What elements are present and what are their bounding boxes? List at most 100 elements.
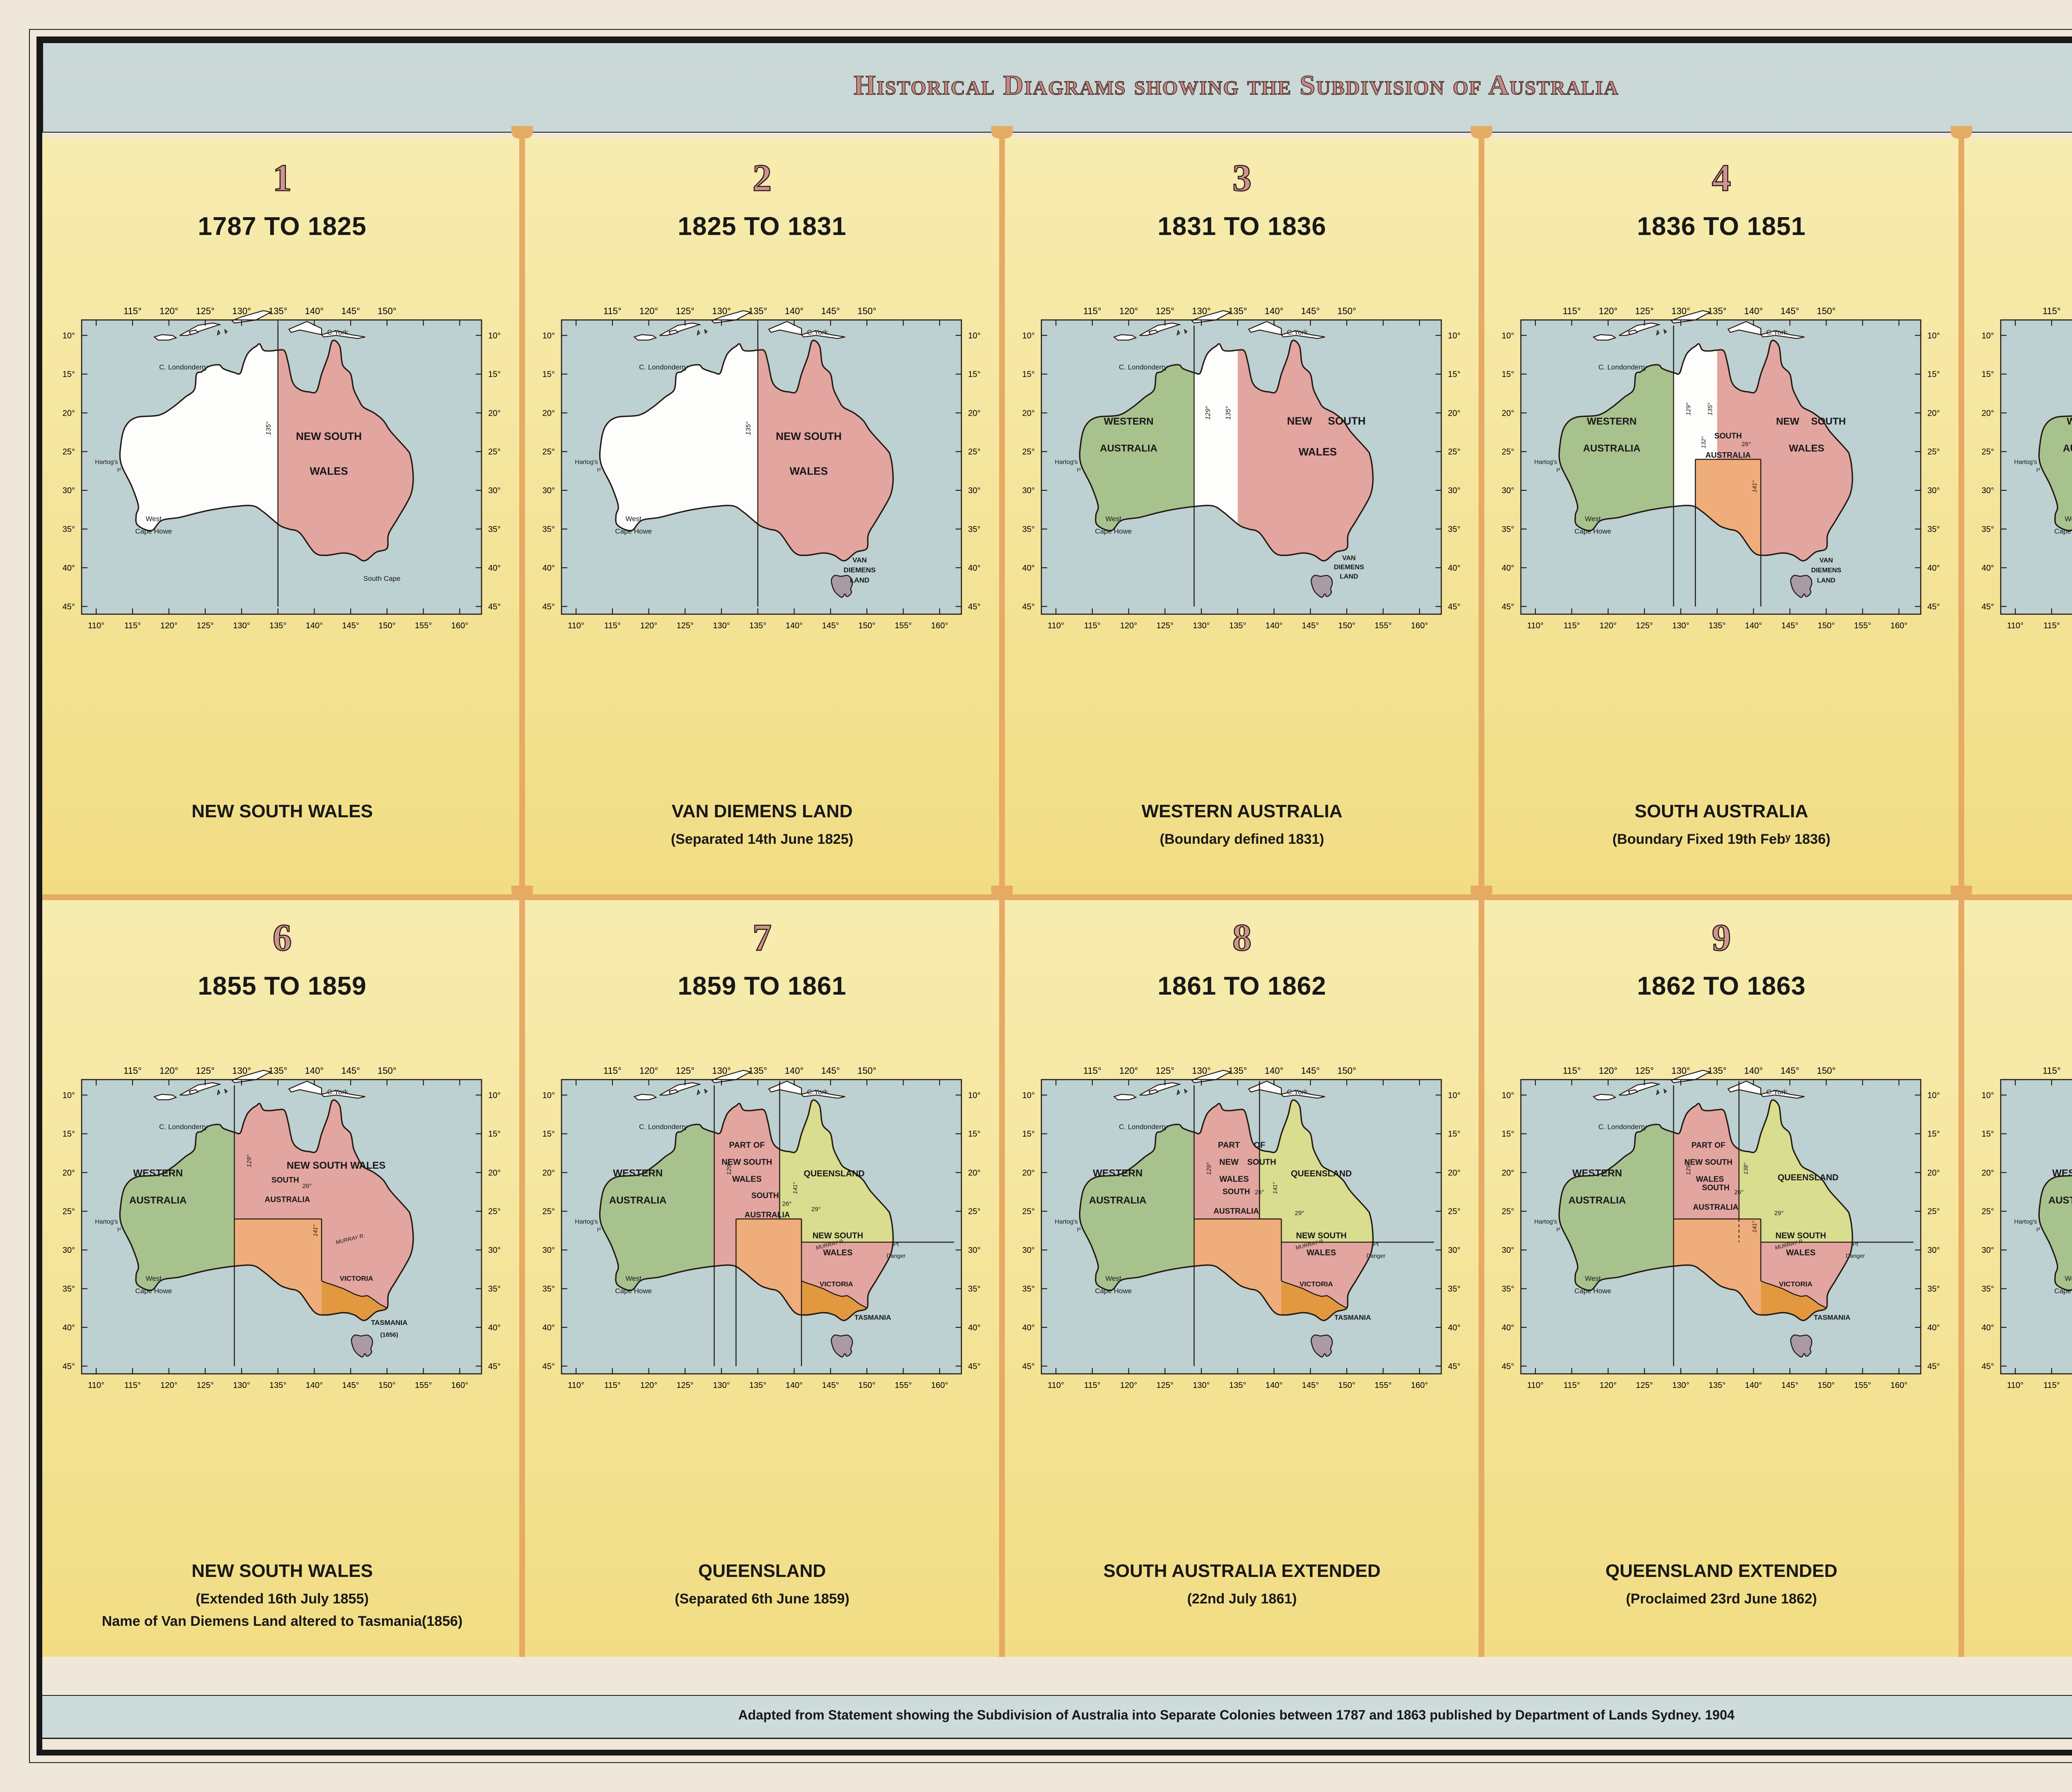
svg-text:145°: 145°	[1302, 1381, 1319, 1390]
svg-text:40°: 40°	[488, 564, 501, 573]
svg-text:SOUTH: SOUTH	[1702, 1184, 1730, 1192]
svg-text:35°: 35°	[488, 1285, 501, 1294]
svg-text:PART: PART	[1218, 1141, 1240, 1150]
svg-text:LAND: LAND	[1340, 573, 1358, 580]
svg-text:150°: 150°	[1817, 306, 1836, 316]
svg-text:C. Londonderry: C. Londonderry	[159, 363, 208, 371]
svg-text:155°: 155°	[415, 1381, 432, 1390]
svg-text:SOUTH: SOUTH	[1328, 414, 1365, 427]
svg-text:Hartog's: Hartog's	[2014, 459, 2037, 466]
svg-text:40°: 40°	[1022, 1323, 1034, 1332]
svg-text:130°: 130°	[713, 1381, 730, 1390]
svg-text:140°: 140°	[1744, 1066, 1763, 1076]
svg-text:30°: 30°	[1927, 486, 1940, 495]
svg-text:WALES: WALES	[789, 465, 828, 477]
svg-text:132°: 132°	[1700, 436, 1707, 448]
svg-text:West: West	[2065, 515, 2072, 523]
svg-text:26°: 26°	[1255, 1189, 1264, 1196]
svg-text:40°: 40°	[1448, 1323, 1460, 1332]
svg-text:SOUTH: SOUTH	[271, 1176, 299, 1185]
svg-text:2: 2	[753, 157, 772, 199]
svg-text:1787 TO 1825: 1787 TO 1825	[198, 212, 366, 241]
svg-text:145°: 145°	[341, 306, 360, 316]
svg-text:150°: 150°	[378, 1381, 395, 1390]
svg-text:15°: 15°	[1022, 370, 1034, 379]
svg-text:QUEENSLAND: QUEENSLAND	[1778, 1173, 1839, 1182]
svg-text:115°: 115°	[1563, 306, 1581, 316]
svg-text:AUSTRALIA: AUSTRALIA	[609, 1195, 667, 1206]
svg-text:145°: 145°	[1302, 621, 1319, 630]
svg-text:WALES: WALES	[1298, 446, 1336, 458]
svg-text:155°: 155°	[1854, 1381, 1871, 1390]
svg-text:10°: 10°	[63, 1091, 75, 1100]
svg-text:40°: 40°	[1448, 564, 1460, 573]
svg-text:135°: 135°	[748, 1066, 767, 1076]
svg-text:40°: 40°	[1982, 564, 1994, 573]
svg-text:140°: 140°	[305, 1066, 324, 1076]
svg-text:Hartog's: Hartog's	[2014, 1218, 2037, 1225]
svg-text:Cape Howe: Cape Howe	[1575, 1287, 1612, 1295]
svg-text:10°: 10°	[488, 331, 501, 340]
svg-text:TASMANIA: TASMANIA	[1334, 1313, 1370, 1321]
svg-text:125°: 125°	[1635, 1066, 1654, 1076]
svg-text:15°: 15°	[1502, 370, 1514, 379]
svg-text:45°: 45°	[1982, 602, 1994, 611]
svg-text:155°: 155°	[1375, 621, 1392, 630]
svg-text:SOUTH: SOUTH	[1714, 432, 1742, 441]
svg-text:145°: 145°	[821, 306, 840, 316]
svg-text:145°: 145°	[341, 1066, 360, 1076]
svg-text:115°: 115°	[2043, 306, 2061, 316]
svg-text:Cape Howe: Cape Howe	[135, 1287, 172, 1295]
svg-text:NEW: NEW	[1776, 416, 1799, 427]
svg-text:135°: 135°	[749, 621, 766, 630]
svg-text:15°: 15°	[1448, 370, 1460, 379]
svg-text:110°: 110°	[1048, 621, 1064, 630]
svg-text:TASMANIA: TASMANIA	[371, 1319, 407, 1327]
svg-text:20°: 20°	[1927, 1168, 1940, 1177]
svg-text:NEW SOUTH: NEW SOUTH	[296, 430, 362, 443]
svg-text:120°: 120°	[639, 306, 658, 316]
svg-text:Cape Howe: Cape Howe	[1095, 1287, 1132, 1295]
svg-text:WALES: WALES	[1307, 1248, 1336, 1257]
svg-text:26°: 26°	[782, 1201, 792, 1208]
svg-text:160°: 160°	[451, 621, 468, 630]
svg-text:10°: 10°	[1982, 1091, 1994, 1100]
svg-text:135°: 135°	[269, 621, 286, 630]
svg-text:40°: 40°	[1502, 1323, 1514, 1332]
svg-text:15°: 15°	[63, 370, 75, 379]
svg-text:15°: 15°	[1022, 1130, 1034, 1139]
svg-text:C.York: C.York	[1767, 329, 1788, 337]
svg-text:45°: 45°	[542, 1362, 555, 1371]
svg-text:110°: 110°	[568, 621, 584, 630]
svg-text:135°: 135°	[1228, 306, 1247, 316]
svg-text:120°: 120°	[640, 621, 657, 630]
svg-text:120°: 120°	[1600, 621, 1617, 630]
svg-text:130°: 130°	[232, 1066, 251, 1076]
svg-text:15°: 15°	[63, 1130, 75, 1139]
svg-text:120°: 120°	[1119, 1066, 1138, 1076]
svg-text:135°: 135°	[269, 306, 288, 316]
svg-text:135°: 135°	[1708, 306, 1727, 316]
svg-text:C.York: C.York	[327, 1088, 348, 1096]
svg-text:10°: 10°	[542, 1091, 555, 1100]
svg-text:Cape Howe: Cape Howe	[2054, 528, 2072, 535]
svg-text:129°: 129°	[1205, 1162, 1212, 1175]
svg-text:WALES: WALES	[1786, 1248, 1815, 1257]
svg-text:45°: 45°	[542, 602, 555, 611]
svg-text:South Cape: South Cape	[363, 575, 401, 583]
svg-text:C. Londonderry: C. Londonderry	[159, 1123, 208, 1131]
svg-text:15°: 15°	[1982, 370, 1994, 379]
svg-text:20°: 20°	[1502, 409, 1514, 418]
svg-text:AUSTRALIA: AUSTRALIA	[2048, 1195, 2072, 1206]
svg-text:45°: 45°	[488, 602, 501, 611]
svg-text:30°: 30°	[1502, 486, 1514, 495]
svg-text:25°: 25°	[968, 1207, 980, 1216]
svg-text:30°: 30°	[488, 1246, 501, 1255]
svg-text:10°: 10°	[1502, 331, 1514, 340]
svg-text:150°: 150°	[1337, 306, 1356, 316]
svg-text:VICTORIA: VICTORIA	[1299, 1280, 1333, 1288]
svg-text:25°: 25°	[1502, 448, 1514, 457]
svg-text:45°: 45°	[968, 1362, 980, 1371]
svg-text:45°: 45°	[1448, 602, 1460, 611]
svg-text:(Extended 16th July 1855): (Extended 16th July 1855)	[196, 1591, 369, 1607]
